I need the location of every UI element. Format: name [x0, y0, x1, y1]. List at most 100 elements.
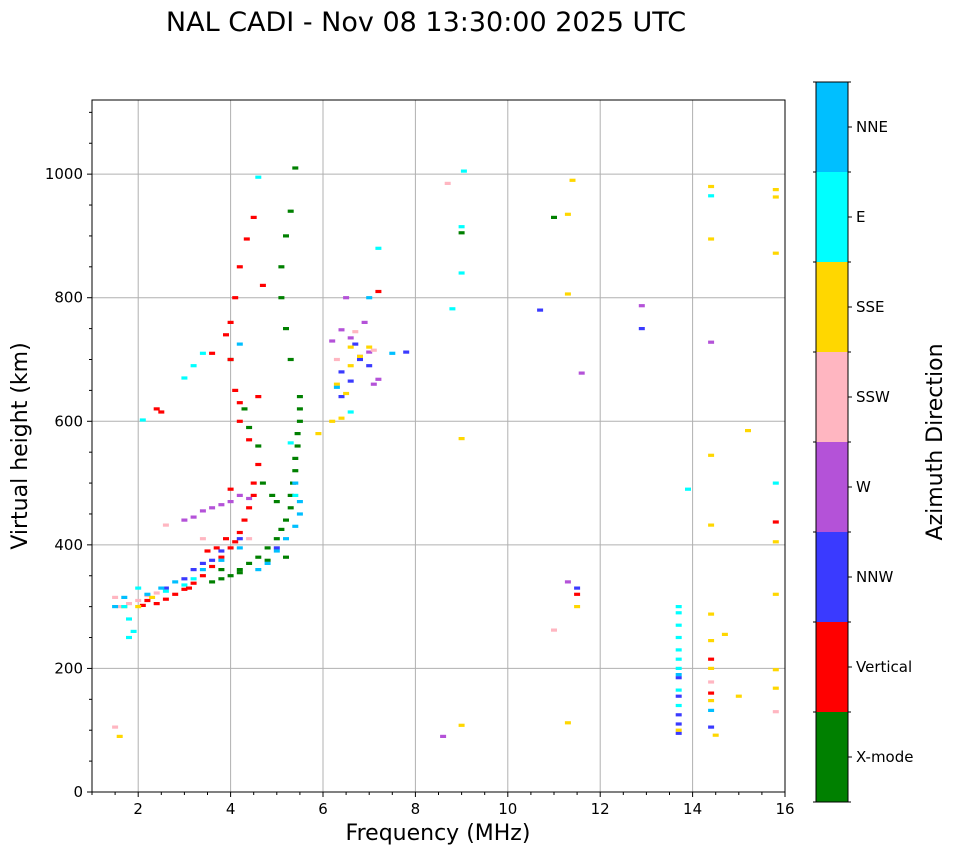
echo-point — [772, 710, 779, 714]
echo-point — [112, 595, 119, 599]
echo-point — [708, 612, 715, 616]
echo-point — [712, 733, 719, 737]
echo-point — [574, 605, 581, 609]
echo-point — [232, 296, 239, 300]
echo-point — [564, 292, 571, 296]
echo-point — [209, 506, 216, 510]
echo-point — [333, 382, 340, 386]
echo-point — [638, 304, 645, 308]
colorbar-segment — [816, 712, 848, 802]
colorbar-segment — [816, 622, 848, 712]
echo-point — [708, 340, 715, 344]
echo-point — [227, 500, 234, 504]
echo-point — [772, 251, 779, 255]
echo-point — [199, 574, 206, 578]
echo-point — [708, 639, 715, 643]
echo-point — [296, 500, 303, 504]
echo-point — [283, 234, 289, 238]
echo-point — [675, 722, 682, 726]
echo-point — [329, 419, 336, 423]
echo-point — [283, 555, 289, 559]
echo-point — [352, 330, 359, 334]
echo-point — [236, 568, 243, 572]
echo-point — [236, 493, 243, 497]
echo-point — [370, 348, 377, 352]
echo-point — [126, 617, 132, 621]
echo-point — [343, 391, 350, 396]
echo-point — [283, 518, 289, 522]
echo-point — [574, 586, 581, 590]
echo-point — [236, 571, 243, 575]
echo-point — [255, 395, 262, 399]
echo-point — [126, 602, 132, 606]
echo-point — [675, 657, 682, 661]
echo-point — [264, 558, 271, 562]
colorbar-tick-label: NNW — [856, 568, 893, 586]
grid-lines — [92, 100, 786, 793]
echo-point — [708, 194, 715, 198]
echo-point — [333, 385, 340, 389]
echo-point — [181, 376, 188, 380]
echo-point — [190, 515, 197, 519]
echo-point — [685, 487, 691, 491]
echo-point — [569, 178, 576, 182]
echo-point — [172, 592, 179, 596]
echo-point — [181, 583, 188, 587]
echo-point — [246, 438, 253, 442]
echo-point — [250, 493, 257, 497]
echo-point — [236, 342, 243, 346]
echo-point — [241, 407, 248, 411]
echo-point — [255, 568, 262, 572]
echo-point — [130, 629, 137, 633]
echo-point — [675, 694, 682, 698]
echo-point — [162, 589, 169, 593]
chart-title: NAL CADI - Nov 08 13:30:00 2025 UTC — [166, 7, 686, 38]
echo-point — [246, 561, 253, 565]
echo-point — [338, 328, 345, 332]
colorbar-tick-label: SSW — [856, 388, 890, 406]
echo-point — [458, 225, 465, 229]
colorbar: X-mode Vertical NNW W SSW SSE E NNE — [813, 81, 913, 803]
echo-point — [273, 549, 280, 553]
echo-point — [250, 215, 257, 219]
echo-point — [112, 605, 119, 609]
echo-point — [708, 237, 715, 241]
echo-point — [458, 271, 465, 275]
echo-point — [278, 527, 285, 531]
echo-point — [158, 586, 165, 590]
echo-point — [236, 419, 243, 423]
echo-point — [675, 605, 682, 609]
echo-point — [139, 603, 146, 607]
echo-point — [772, 540, 779, 544]
colorbar-frame — [815, 81, 849, 803]
colorbar-segment — [816, 532, 848, 622]
plot-frame — [91, 99, 786, 793]
echo-point — [149, 595, 156, 599]
y-axis-label: Virtual height (km) — [8, 342, 33, 549]
echo-point — [460, 169, 467, 173]
echo-point — [121, 595, 128, 599]
x-axis-label: Frequency (MHz) — [346, 821, 531, 846]
colorbar-label: Azimuth Direction — [923, 343, 948, 540]
echo-point — [236, 537, 243, 541]
echo-point — [190, 364, 197, 368]
echo-point — [772, 686, 779, 690]
echo-point — [772, 592, 779, 596]
echo-point — [246, 496, 253, 501]
echo-point — [675, 623, 682, 627]
x-tick-label: 10 — [498, 800, 517, 818]
echo-point — [236, 530, 243, 535]
echo-point — [564, 580, 571, 584]
echo-point — [204, 549, 211, 553]
colorbar-tick-label: Vertical — [856, 658, 912, 676]
echo-point — [209, 558, 216, 562]
echo-point — [181, 518, 188, 522]
echo-point — [708, 453, 715, 457]
echo-point — [537, 308, 544, 312]
echo-point — [236, 401, 243, 405]
echo-point — [112, 725, 119, 729]
colorbar-tick-label: X-mode — [856, 748, 913, 766]
echo-point — [772, 195, 779, 199]
echo-point — [227, 357, 234, 362]
echo-point — [255, 555, 262, 559]
